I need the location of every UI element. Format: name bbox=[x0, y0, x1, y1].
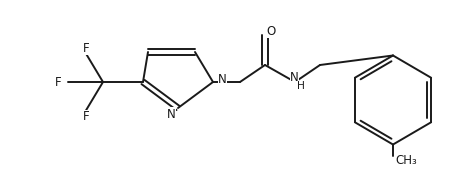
Text: N: N bbox=[289, 71, 298, 84]
Text: N: N bbox=[217, 73, 226, 86]
Text: N: N bbox=[167, 108, 175, 121]
Text: CH₃: CH₃ bbox=[395, 154, 417, 167]
Text: F: F bbox=[83, 110, 89, 123]
Text: H: H bbox=[296, 81, 304, 91]
Text: F: F bbox=[83, 42, 89, 55]
Text: F: F bbox=[55, 76, 62, 89]
Text: O: O bbox=[266, 25, 275, 38]
